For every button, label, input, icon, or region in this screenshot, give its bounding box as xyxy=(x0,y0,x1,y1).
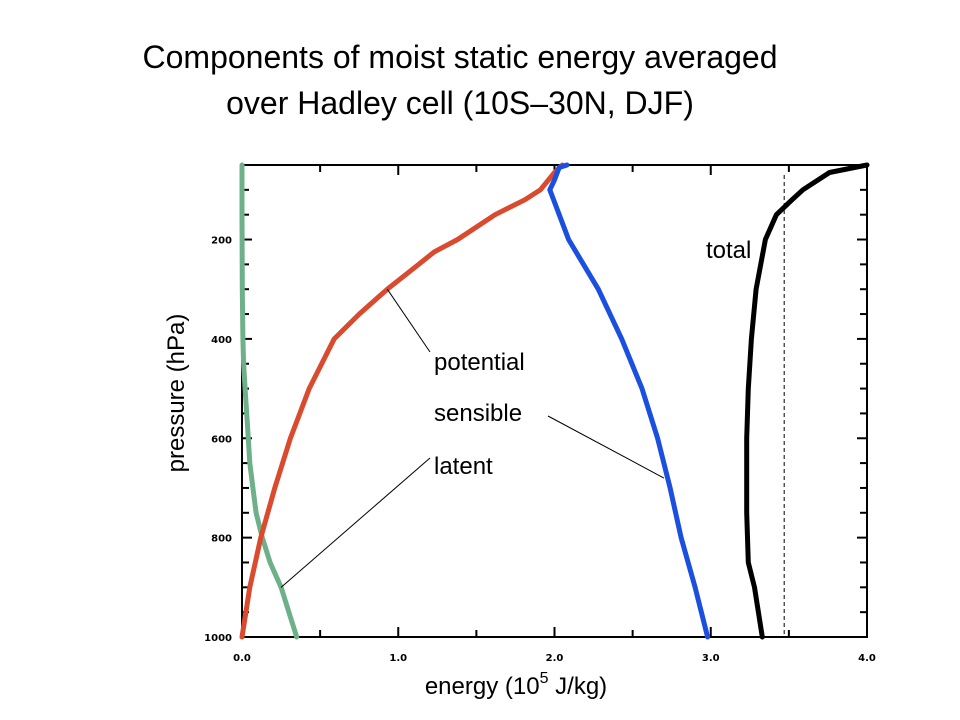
series-lines xyxy=(239,162,870,640)
leader-line-latent xyxy=(280,457,431,588)
annotation-total: total xyxy=(706,237,751,264)
x-axis-label-unit: J/kg) xyxy=(548,673,607,700)
y-tick-label: 200 xyxy=(211,236,232,247)
chart-title: Components of moist static energy averag… xyxy=(0,34,920,126)
chart-title-line-2: over Hadley cell (10S–30N, DJF) xyxy=(226,85,694,121)
x-tick-label: 1.0 xyxy=(389,653,407,664)
chart-title-line-1: Components of moist static energy averag… xyxy=(142,39,778,75)
y-tick-label: 400 xyxy=(211,335,232,346)
x-tick-label: 3.0 xyxy=(702,653,720,664)
annotation-potential: potential xyxy=(434,349,525,376)
series-line-latent xyxy=(239,162,300,640)
annotation-sensible: sensible xyxy=(434,400,522,427)
x-tick-label: 0.0 xyxy=(233,653,251,664)
axis-ticks xyxy=(241,165,868,638)
y-tick-label: 800 xyxy=(211,534,232,545)
axis-tick-labels: 0.0 1.0 2.0 3.0 4.0 200 400 600 800 1000 xyxy=(204,236,876,664)
x-axis-label-exponent: 5 xyxy=(540,670,549,687)
y-tick-label: 1000 xyxy=(204,633,232,644)
plot-frame xyxy=(241,164,868,638)
series-line-sensible xyxy=(547,162,711,640)
series-line-potential xyxy=(239,162,565,640)
x-tick-label: 4.0 xyxy=(858,653,876,664)
leader-line-sensible xyxy=(547,415,665,479)
y-axis-label: pressure (hPa) xyxy=(163,314,190,473)
x-axis-label-main: energy (10 xyxy=(425,673,540,700)
annotation-latent: latent xyxy=(434,453,493,480)
annotation-leader-lines xyxy=(280,288,665,588)
series-line-total xyxy=(744,162,870,640)
x-tick-label: 2.0 xyxy=(546,653,564,664)
leader-line-potential xyxy=(386,288,431,353)
x-axis-label: energy (105 J/kg) xyxy=(425,670,607,700)
y-tick-label: 600 xyxy=(211,434,232,445)
